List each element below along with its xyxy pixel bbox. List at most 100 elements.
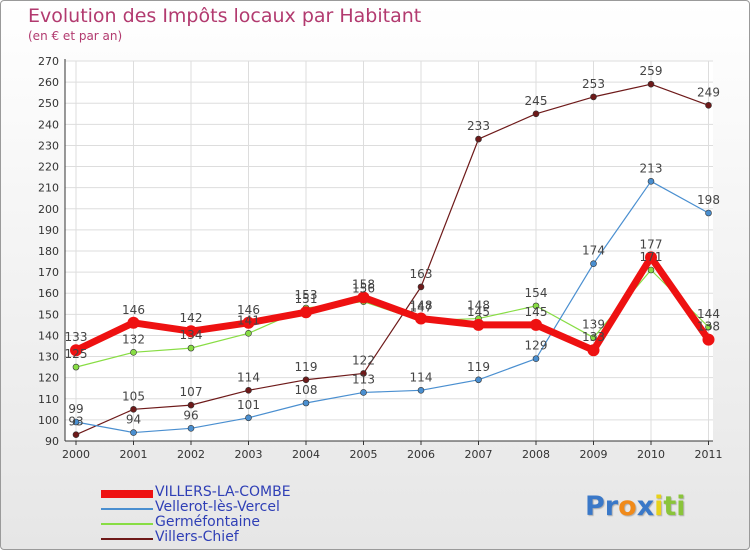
data-point	[131, 430, 137, 436]
data-point	[73, 432, 79, 438]
x-tick-label: 2007	[465, 448, 493, 461]
logo-letter: x	[637, 491, 654, 522]
x-tick-label: 2010	[637, 448, 665, 461]
data-label: 114	[237, 370, 260, 384]
data-label: 163	[410, 267, 433, 281]
data-label: 119	[467, 360, 490, 374]
data-label: 139	[582, 318, 605, 332]
data-label: 107	[180, 385, 203, 399]
data-point	[476, 377, 482, 383]
data-point	[533, 356, 539, 362]
data-label: 259	[640, 64, 663, 78]
data-point	[246, 330, 252, 336]
y-tick-label: 270	[38, 55, 59, 68]
data-point	[303, 377, 309, 383]
data-label: 146	[122, 303, 145, 317]
data-point	[188, 425, 194, 431]
x-tick-label: 2001	[120, 448, 148, 461]
data-label: 93	[68, 415, 83, 429]
data-point	[648, 267, 654, 273]
y-tick-label: 90	[45, 435, 59, 448]
y-tick-label: 250	[38, 97, 59, 110]
data-label: 153	[295, 288, 318, 302]
data-point	[73, 364, 79, 370]
data-label: 113	[352, 372, 375, 386]
x-tick-label: 2005	[350, 448, 378, 461]
data-label: 114	[410, 370, 433, 384]
data-label: 156	[352, 282, 375, 296]
data-point	[188, 402, 194, 408]
y-tick-label: 220	[38, 161, 59, 174]
logo-letter: r	[605, 491, 618, 522]
data-point	[246, 387, 252, 393]
y-tick-label: 240	[38, 118, 59, 131]
legend-label: Villers-Chief	[155, 529, 239, 545]
data-point	[131, 406, 137, 412]
data-label: 119	[295, 360, 318, 374]
y-tick-label: 130	[38, 351, 59, 364]
data-label: 148	[467, 299, 490, 313]
logo-letter: t	[663, 491, 676, 522]
data-point	[361, 389, 367, 395]
y-tick-label: 160	[38, 287, 59, 300]
y-tick-label: 110	[38, 393, 59, 406]
x-tick-label: 2002	[177, 448, 205, 461]
data-label: 129	[525, 339, 548, 353]
data-label: 233	[467, 119, 490, 133]
data-point	[188, 345, 194, 351]
data-point	[418, 387, 424, 393]
data-label: 132	[122, 332, 145, 346]
data-point	[473, 319, 485, 331]
proxiti-logo: Proxiti	[585, 491, 686, 522]
legend-swatch	[101, 523, 153, 525]
data-point	[300, 306, 312, 318]
data-point	[246, 415, 252, 421]
legend-label: Vellerot-lès-Vercel	[155, 499, 280, 515]
y-tick-label: 170	[38, 266, 59, 279]
legend-swatch	[101, 490, 153, 498]
line-chart: 9010011012013014015016017018019020021022…	[1, 1, 749, 549]
y-tick-label: 210	[38, 182, 59, 195]
data-point	[303, 400, 309, 406]
y-tick-label: 120	[38, 372, 59, 385]
x-tick-label: 2003	[235, 448, 263, 461]
legend-swatch	[101, 508, 153, 510]
data-label: 171	[640, 250, 663, 264]
data-label: 101	[237, 398, 260, 412]
x-tick-label: 2004	[292, 448, 320, 461]
data-point	[128, 317, 140, 329]
data-label: 249	[697, 85, 720, 99]
data-point	[588, 344, 600, 356]
data-label: 133	[65, 330, 88, 344]
data-label: 213	[640, 161, 663, 175]
legend-label: VILLERS-LA-COMBE	[155, 484, 291, 500]
data-point	[418, 284, 424, 290]
data-point	[131, 349, 137, 355]
data-label: 198	[697, 193, 720, 207]
x-tick-label: 2008	[522, 448, 550, 461]
legend-swatch	[101, 538, 153, 540]
legend-label: Germéfontaine	[155, 514, 260, 530]
data-label: 145	[525, 305, 548, 319]
data-label: 138	[697, 320, 720, 334]
data-point	[648, 81, 654, 87]
data-point	[530, 319, 542, 331]
data-point	[648, 178, 654, 184]
logo-letter: i	[654, 491, 663, 522]
data-point	[703, 334, 715, 346]
x-tick-label: 2011	[695, 448, 723, 461]
data-label: 142	[180, 311, 203, 325]
logo-letter: P	[585, 491, 605, 522]
data-label: 154	[525, 286, 548, 300]
data-point	[591, 94, 597, 100]
data-point	[476, 136, 482, 142]
data-label: 174	[582, 244, 605, 258]
data-point	[706, 102, 712, 108]
y-tick-label: 230	[38, 139, 59, 152]
data-label: 133	[582, 330, 605, 344]
data-label: 134	[180, 328, 203, 342]
y-tick-label: 260	[38, 76, 59, 89]
y-tick-label: 150	[38, 308, 59, 321]
data-label: 125	[65, 347, 88, 361]
data-point	[706, 210, 712, 216]
